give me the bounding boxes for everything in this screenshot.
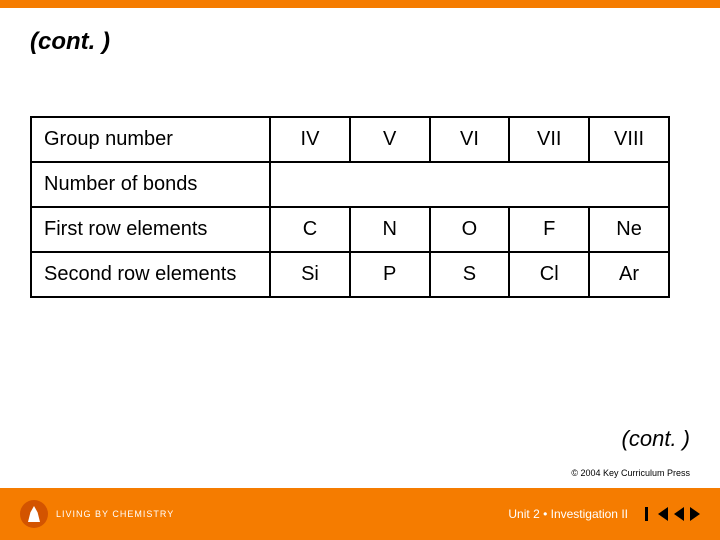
cell: VIII: [589, 117, 669, 162]
table-row: Second row elements Si P S Cl Ar: [31, 252, 669, 297]
slide-title: (cont. ): [30, 28, 690, 56]
logo-icon: [20, 500, 48, 528]
next-icon[interactable]: [690, 507, 700, 521]
cell: C: [270, 207, 350, 252]
logo-text: LIVING BY CHEMISTRY: [56, 509, 174, 519]
table-row: First row elements C N O F Ne: [31, 207, 669, 252]
slide-content: (cont. ) Group number IV V VI VII VIII N…: [0, 8, 720, 298]
cell: V: [350, 117, 430, 162]
cell: S: [430, 252, 510, 297]
row-label: Second row elements: [31, 252, 270, 297]
skip-back-icon[interactable]: [658, 507, 668, 521]
cell: Cl: [509, 252, 589, 297]
top-accent-bar: [0, 0, 720, 8]
nav-controls: [658, 507, 700, 521]
prev-icon[interactable]: [674, 507, 684, 521]
cell: VI: [430, 117, 510, 162]
bonds-table: Group number IV V VI VII VIII Number of …: [30, 116, 670, 298]
cell: P: [350, 252, 430, 297]
copyright-text: © 2004 Key Curriculum Press: [571, 468, 690, 478]
row-label: Group number: [31, 117, 270, 162]
table-row: Number of bonds: [31, 162, 669, 207]
row-label: First row elements: [31, 207, 270, 252]
cell: O: [430, 207, 510, 252]
cell: IV: [270, 117, 350, 162]
unit-label: Unit 2 • Investigation II: [508, 507, 628, 521]
continued-label: (cont. ): [622, 426, 690, 452]
row-label: Number of bonds: [31, 162, 270, 207]
cell: Ar: [589, 252, 669, 297]
table-row: Group number IV V VI VII VIII: [31, 117, 669, 162]
footer-bar: LIVING BY CHEMISTRY Unit 2 • Investigati…: [0, 488, 720, 540]
logo-area: LIVING BY CHEMISTRY: [20, 500, 174, 528]
cell: VII: [509, 117, 589, 162]
empty-cell: [270, 162, 669, 207]
cell: F: [509, 207, 589, 252]
cell: N: [350, 207, 430, 252]
cell: Si: [270, 252, 350, 297]
cell: Ne: [589, 207, 669, 252]
